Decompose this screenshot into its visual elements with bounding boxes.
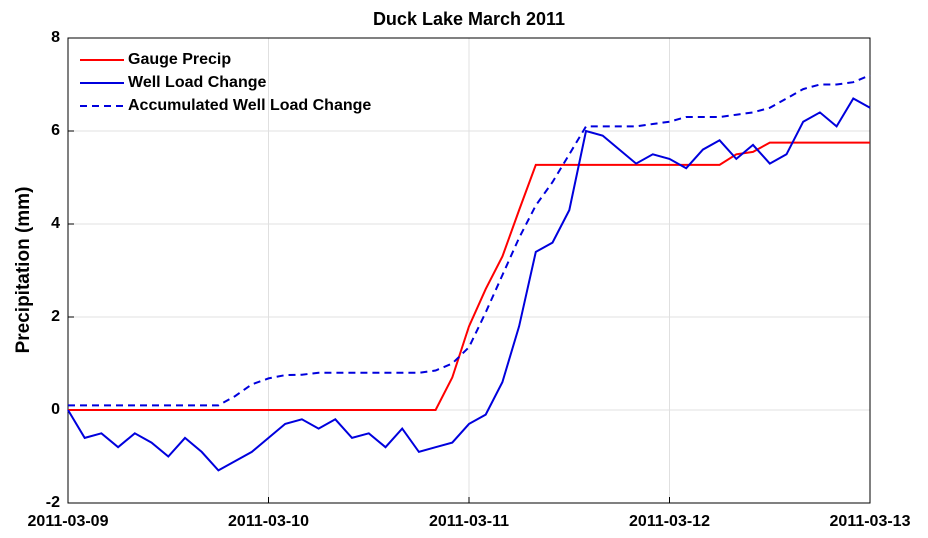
y-axis-label: Precipitation (mm) [13, 187, 34, 354]
x-tick-label: 2011-03-09 [28, 513, 109, 530]
y-tick-label: 8 [51, 29, 60, 46]
chart-title: Duck Lake March 2011 [373, 9, 565, 29]
y-tick-label: 4 [51, 215, 60, 232]
plot-frame [67, 37, 871, 504]
series-line [68, 74, 871, 407]
x-tick-label: 2011-03-11 [429, 513, 509, 530]
x-tick-label: 2011-03-13 [830, 513, 911, 530]
legend-label: Gauge Precip [128, 51, 231, 68]
legend-label: Accumulated Well Load Change [128, 97, 371, 114]
legend-label: Well Load Change [128, 74, 266, 91]
y-tick-label: 2 [51, 308, 60, 325]
y-tick-label: -2 [46, 494, 60, 511]
y-tick-label: 6 [51, 122, 60, 139]
series-line [67, 97, 871, 472]
x-tick-label: 2011-03-12 [629, 513, 710, 530]
series-line [68, 141, 870, 411]
x-tick-label: 2011-03-10 [228, 513, 309, 530]
y-tick-label: 0 [51, 401, 60, 418]
